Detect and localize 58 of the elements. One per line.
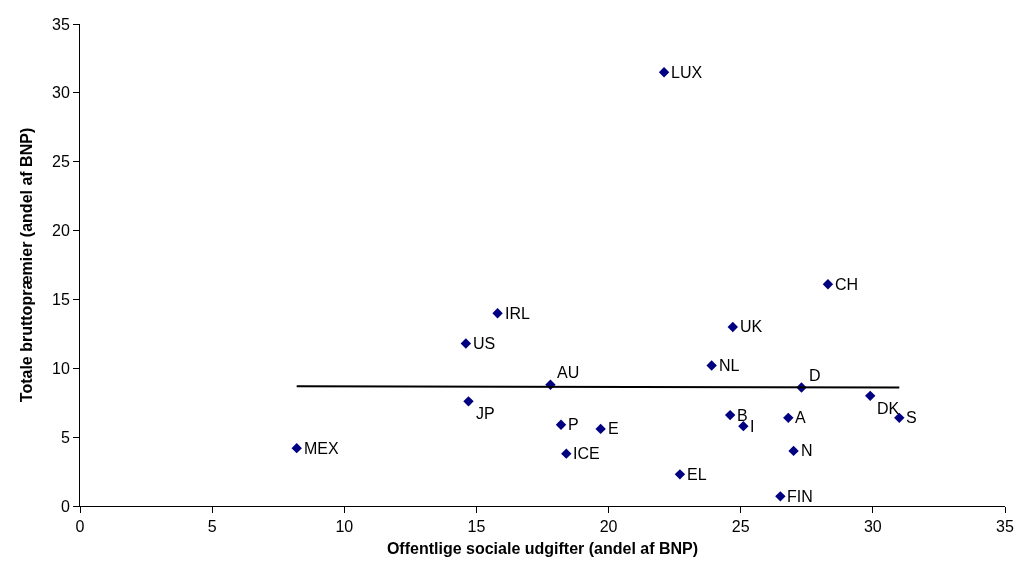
y-tick-label: 35 (52, 15, 70, 33)
x-tick-label: 15 (467, 518, 486, 536)
point (291, 442, 302, 454)
annotation: D (809, 367, 821, 384)
annotation: FIN (787, 488, 813, 505)
x-tick-label: 35 (996, 518, 1014, 536)
annotation: I (750, 418, 755, 435)
y-tick-label: 20 (52, 222, 70, 240)
annotation: UK (740, 318, 763, 335)
x-tick-label: 0 (75, 518, 85, 536)
annotation: EL (687, 466, 707, 483)
point (706, 360, 717, 371)
annotation: CH (835, 276, 859, 293)
point (463, 396, 474, 407)
annotation: N (801, 442, 813, 459)
annotation: ICE (573, 445, 600, 462)
annotation: LUX (671, 64, 703, 81)
point (561, 448, 572, 459)
point (595, 423, 606, 435)
point (783, 412, 794, 424)
y-axis-title: Totale bruttopræmier (andel af BNP) (17, 127, 35, 403)
point (674, 469, 686, 480)
point (492, 308, 503, 319)
y-tick-label: 30 (52, 84, 70, 102)
annotation: NL (719, 357, 740, 374)
annotation: MEX (304, 440, 339, 457)
annotation: DK (877, 400, 900, 417)
point (775, 491, 786, 502)
point (658, 67, 670, 78)
x-tick-label: 10 (335, 518, 354, 536)
x-tick-label: 5 (207, 518, 217, 536)
point (788, 445, 799, 457)
point (865, 390, 876, 402)
y-tick-label: 25 (52, 153, 70, 171)
point (738, 420, 749, 432)
x-tick-label: 25 (731, 518, 750, 536)
annotation: JP (476, 405, 495, 422)
annotation: B (737, 407, 748, 424)
annotation: A (795, 409, 806, 426)
annotation: AU (557, 364, 580, 381)
point (555, 419, 567, 430)
point (460, 338, 472, 349)
point (822, 279, 834, 290)
x-tick-label: 30 (863, 518, 882, 536)
y-tick-label: 5 (60, 428, 70, 446)
x-axis-title: Offentlige sociale udgifter (andel af BNP) (386, 539, 699, 557)
point (727, 321, 738, 333)
annotation: S (906, 409, 917, 426)
y-tick-label: 0 (60, 497, 70, 515)
x-tick-label: 20 (599, 518, 618, 536)
point (724, 409, 736, 421)
y-tick-label: 15 (52, 291, 70, 309)
annotation: E (608, 420, 619, 437)
annotation: US (473, 335, 496, 352)
point (894, 412, 905, 424)
annotation: P (568, 416, 579, 433)
y-tick-label: 10 (52, 359, 70, 377)
annotation: IRL (505, 305, 530, 322)
